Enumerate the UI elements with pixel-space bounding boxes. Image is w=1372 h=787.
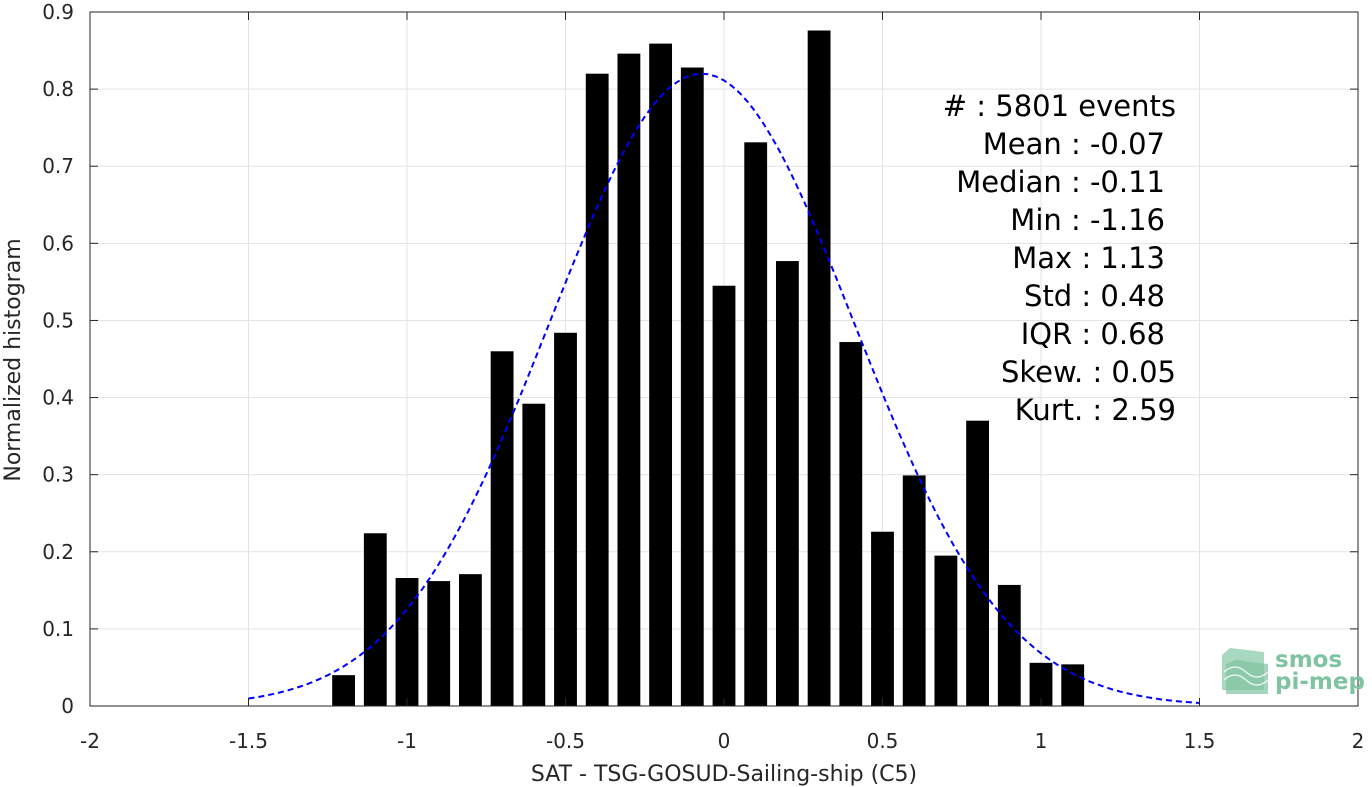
y-tick-label: 0.1 (42, 617, 74, 641)
stat-line: Std : 0.48 (1024, 279, 1165, 313)
x-tick-label: 1 (1035, 729, 1048, 753)
y-axis-ticks: 0 0.1 0.2 0.3 0.4 0.5 0.6 0.7 0.8 0.9 (42, 0, 1358, 718)
histogram-bar (680, 67, 704, 706)
histogram-bar (839, 342, 863, 706)
histogram-bar (1029, 662, 1053, 706)
y-tick-label: 0.2 (42, 540, 74, 564)
histogram-bar (585, 73, 609, 706)
x-tick-label: 0.5 (867, 729, 899, 753)
histogram-bar (744, 142, 768, 707)
histogram-bar (712, 285, 736, 706)
histogram-bar (649, 43, 673, 707)
histogram-bar (902, 475, 926, 706)
histogram-bar (617, 53, 641, 706)
y-tick-label: 0.3 (42, 463, 74, 487)
logo-text-pi-mep: pi-mep (1275, 669, 1365, 695)
histogram-bar (807, 30, 831, 707)
y-tick-label: 0.8 (42, 77, 74, 101)
histogram-bar (775, 261, 799, 706)
stat-line: Kurt. : 2.59 (1015, 393, 1176, 427)
normal-fit-curve (248, 72, 1200, 704)
stat-line: Max : 1.13 (1012, 241, 1165, 275)
histogram-bar (395, 577, 419, 706)
x-tick-label: 2 (1352, 729, 1365, 753)
histogram-bar (458, 574, 482, 706)
histogram-bar (871, 531, 894, 706)
histogram-bar (427, 581, 451, 706)
histogram-bar (554, 332, 577, 706)
histogram-bar (363, 533, 387, 706)
histogram-bar (934, 555, 958, 706)
histogram-bar (1061, 664, 1085, 706)
histogram-bar (997, 584, 1021, 706)
logo-icon (1222, 648, 1269, 694)
stat-line: IQR : 0.68 (1021, 317, 1165, 351)
stat-line: # : 5801 events (943, 89, 1176, 123)
statistics-annotation: # : 5801 events Mean : -0.07 Median : -0.1… (943, 89, 1176, 427)
stat-line: Min : -1.16 (1010, 203, 1165, 237)
y-tick-label: 0 (61, 694, 74, 718)
y-axis-label: Normalized histogram (1, 238, 26, 481)
x-tick-label: 1.5 (1184, 729, 1216, 753)
stat-line: Mean : -0.07 (983, 127, 1165, 161)
x-axis-label: SAT - TSG-GOSUD-Sailing-ship (C5) (531, 762, 917, 787)
histogram-bar (490, 351, 514, 706)
x-axis-ticks: -2 -1.5 -1 -0.5 0 0.5 1 1.5 2 (80, 12, 1364, 753)
histogram-bar (332, 675, 356, 706)
y-tick-label: 0.7 (42, 154, 74, 178)
smos-pi-mep-logo: smos pi-mep (1222, 647, 1365, 695)
x-tick-label: -2 (80, 729, 100, 753)
x-tick-label: 0 (718, 729, 731, 753)
histogram-bar (522, 403, 546, 706)
y-tick-label: 0.6 (42, 231, 74, 255)
histogram-bars (332, 30, 1085, 707)
stat-line: Skew. : 0.05 (1001, 355, 1176, 389)
y-tick-label: 0.5 (42, 308, 74, 332)
x-tick-label: -1.5 (229, 729, 268, 753)
y-tick-label: 0.4 (42, 386, 74, 410)
logo-text-smos: smos (1275, 647, 1342, 673)
histogram-bar (966, 420, 990, 706)
x-tick-label: -1 (397, 729, 417, 753)
x-tick-label: -0.5 (546, 729, 585, 753)
stat-line: Median : -0.11 (956, 165, 1165, 199)
y-tick-label: 0.9 (42, 0, 74, 24)
